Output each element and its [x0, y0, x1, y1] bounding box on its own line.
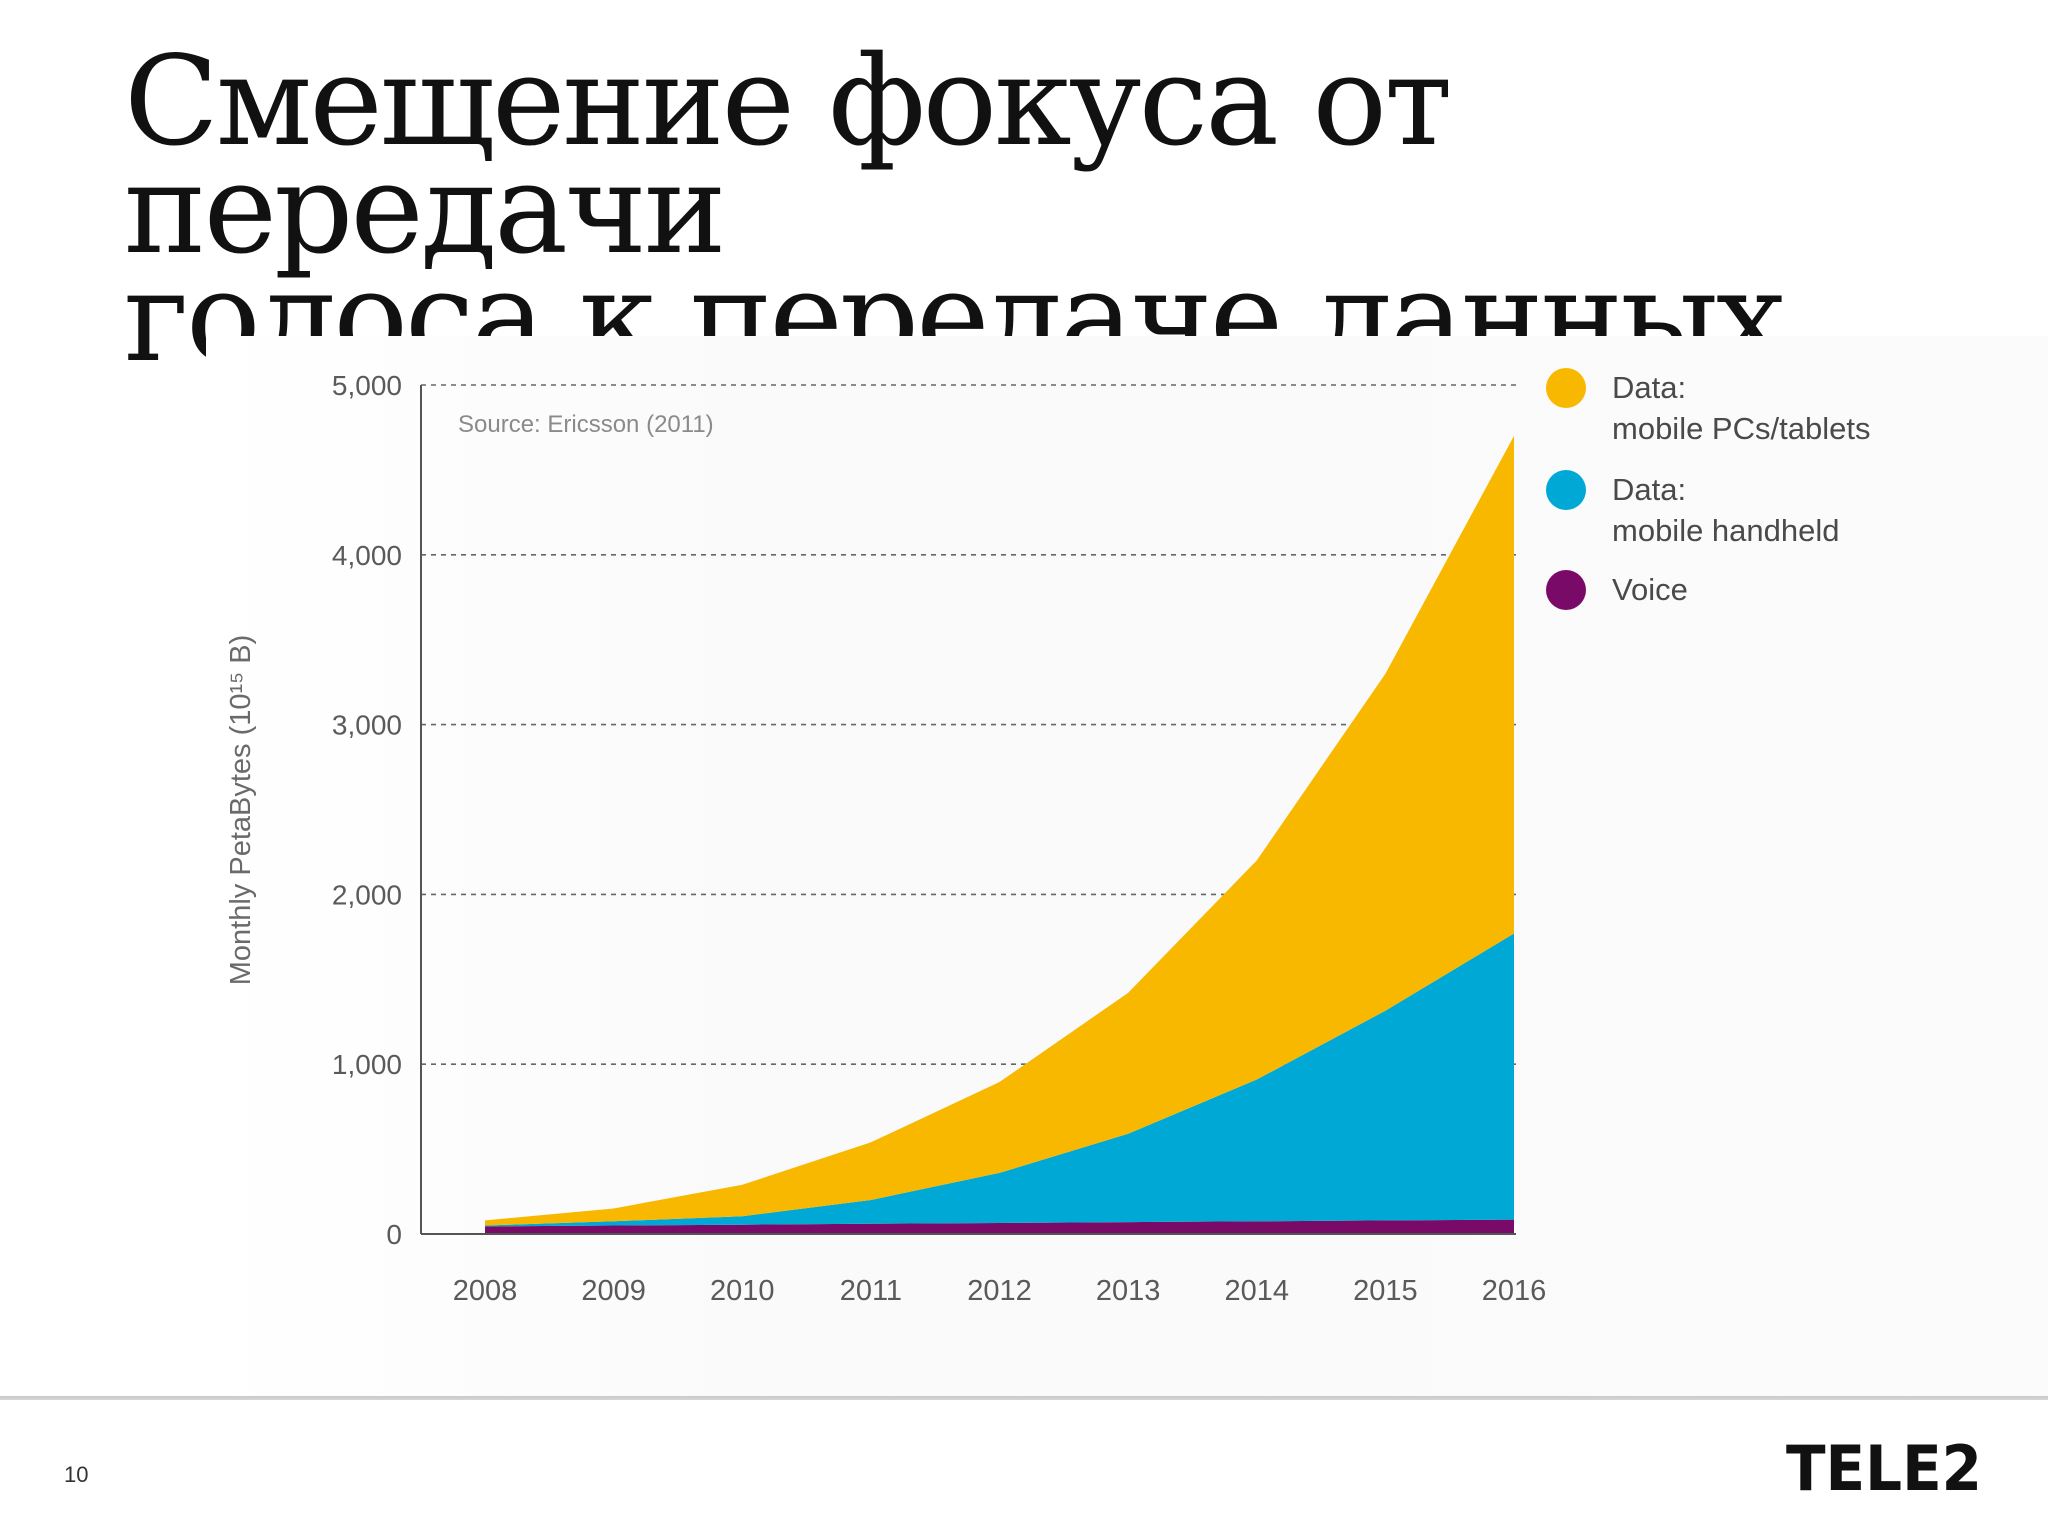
page-number: 10 [64, 1462, 89, 1487]
slide-title-line-1: Смещение фокуса от передачи [124, 30, 1453, 282]
area-series-voice [485, 1219, 1514, 1234]
y-tick-label: 4,000 [332, 540, 402, 571]
area-series-data-mobile-pcs-tablets [485, 435, 1514, 1226]
footer [0, 1400, 2048, 1536]
area-series-data-mobile-handheld [485, 933, 1514, 1227]
legend-label-line1: Data: [1612, 370, 1686, 405]
legend-swatch [1546, 570, 1586, 610]
y-tick-label: 1,000 [332, 1049, 402, 1080]
x-tick-label: 2008 [453, 1275, 518, 1307]
x-tick-label: 2009 [581, 1275, 646, 1307]
x-tick-label: 2014 [1224, 1275, 1289, 1307]
legend-label-line1: Data: [1612, 472, 1686, 507]
x-tick-label: 2016 [1482, 1275, 1547, 1307]
chart-panel: 0 1,000 2,000 3,000 4,000 5,000 2008 2009 2010 20… [206, 336, 2048, 1396]
x-tick-label: 2011 [840, 1275, 902, 1307]
x-tick-label: 2010 [710, 1275, 775, 1307]
x-tick-label: 2013 [1096, 1275, 1161, 1307]
source-note: Source: Ericsson (2011) [458, 411, 714, 438]
y-tick-label: 0 [386, 1219, 402, 1250]
slide-title: Смещение фокуса от передачи голоса к пер… [124, 30, 1984, 380]
chart: 0 1,000 2,000 3,000 4,000 5,000 2008 2009 2010 20… [225, 368, 1870, 1307]
legend-label-line2: mobile PCs/tablets [1612, 411, 1870, 446]
y-tick-label: 5,000 [332, 370, 402, 401]
y-tick-label: 2,000 [332, 879, 402, 910]
x-tick-label: 2012 [967, 1275, 1032, 1307]
legend-swatch [1546, 368, 1586, 408]
y-axis-label: Monthly PetaBytes (10¹⁵ B) [225, 635, 257, 986]
brand-logo: TELE2 [1786, 1432, 1982, 1505]
legend-label-line1: Voice [1612, 572, 1688, 607]
y-tick-label: 3,000 [332, 710, 402, 741]
x-tick-label: 2015 [1353, 1275, 1418, 1307]
legend-swatch [1546, 470, 1586, 510]
legend-label-line2: mobile handheld [1612, 513, 1840, 548]
brand-logo-text: TELE2 [1786, 1432, 1982, 1505]
